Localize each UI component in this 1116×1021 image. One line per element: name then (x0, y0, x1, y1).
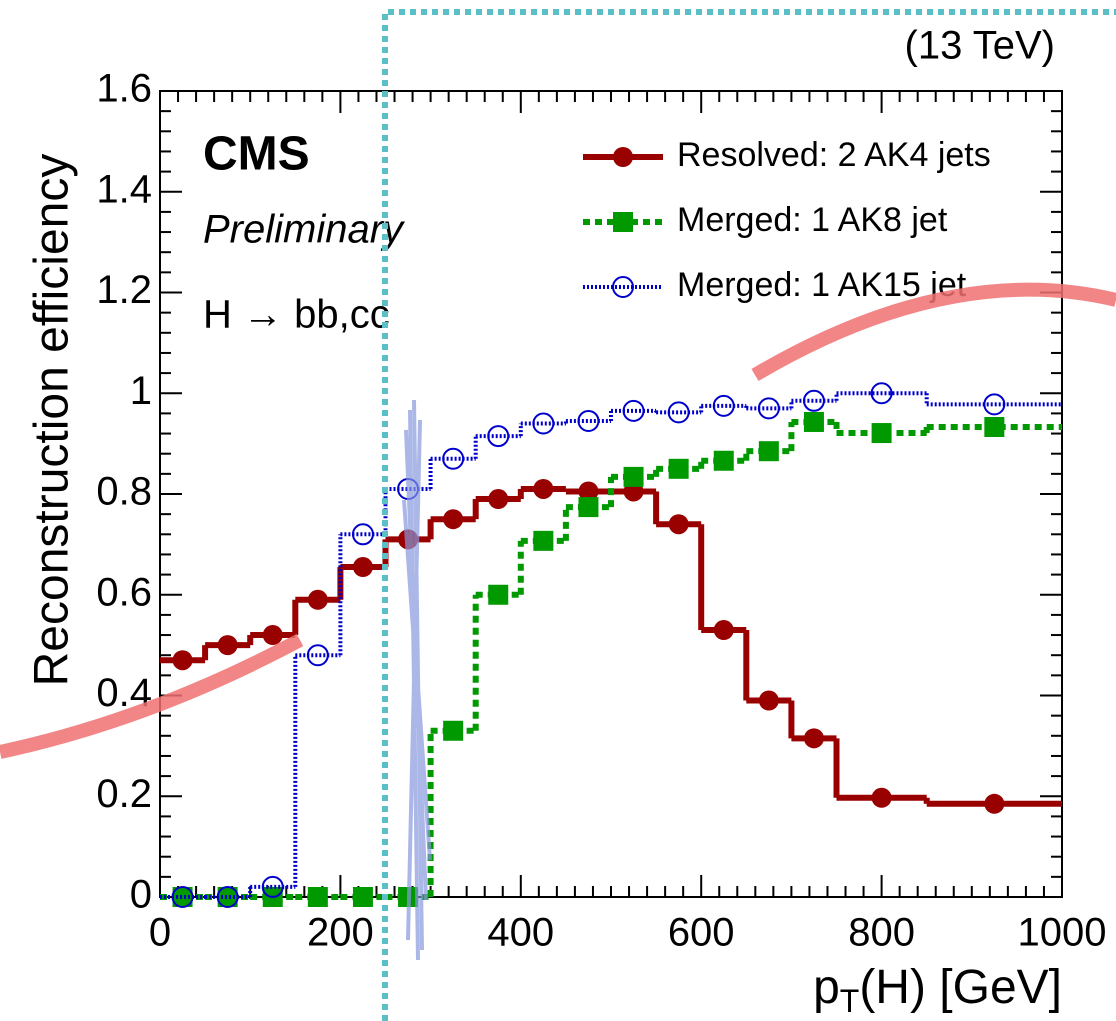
scribble (402, 399, 432, 961)
marker (757, 397, 780, 420)
marker (261, 875, 284, 898)
marker (488, 489, 509, 510)
y-tick-label: 1 (130, 369, 152, 413)
marker (307, 589, 328, 610)
marker (487, 425, 510, 448)
x-tick-label: 0 (149, 911, 171, 955)
process-label: H → bb,cc (203, 293, 390, 337)
marker (443, 720, 464, 741)
x-tick-label: 400 (487, 911, 554, 955)
x-tick-label: 200 (307, 911, 374, 955)
x-label-main: p (813, 961, 840, 1014)
series (160, 382, 1062, 908)
y-tick-label: 1.2 (96, 268, 152, 312)
marker (983, 393, 1006, 416)
marker (803, 411, 824, 432)
x-label-sub: T (840, 983, 860, 1019)
y-tick-label: 0 (130, 873, 152, 917)
marker (172, 887, 193, 907)
plot-area: 0 200 400 600 800 100000.20.40.60.811.21.41.6… (96, 67, 1106, 955)
marker (532, 412, 555, 435)
marker (352, 887, 373, 907)
y-axis-label: Reconstruction efficiency (26, 154, 79, 687)
marker (871, 787, 892, 808)
marker (713, 620, 734, 641)
y-tick-label: 0.6 (96, 570, 152, 614)
legend-label: Resolved: 2 AK4 jets (677, 136, 991, 174)
y-tick-label: 0.8 (96, 470, 152, 514)
marker (262, 625, 283, 646)
marker (488, 584, 509, 605)
marker (622, 399, 645, 422)
legend-marker (613, 212, 633, 232)
chart-title: (13 TeV) (905, 24, 1055, 68)
marker (443, 509, 464, 530)
marker (217, 887, 238, 907)
dotted-guide (382, 9, 1116, 1021)
marker (577, 409, 600, 432)
x-label-rest: (H) [GeV] (859, 961, 1062, 1014)
marker (803, 728, 824, 749)
x-axis-label: pT(H) [GeV] (813, 961, 1062, 1020)
marker (758, 441, 779, 462)
marker (578, 481, 599, 502)
marker (712, 394, 735, 417)
marker (758, 690, 779, 711)
marker (171, 886, 194, 908)
series (160, 478, 1062, 814)
y-tick-label: 0.2 (96, 772, 152, 816)
marker (667, 401, 690, 424)
overlay (0, 9, 1116, 1021)
y-tick-label: 1.6 (96, 67, 152, 111)
marker (172, 650, 193, 671)
marker (668, 458, 689, 479)
marker (984, 417, 1005, 438)
marker (802, 389, 825, 412)
marker (668, 514, 689, 535)
marker (871, 423, 892, 444)
experiment-label: CMS (203, 128, 310, 181)
marker (870, 382, 893, 405)
marker (623, 466, 644, 487)
marker (533, 478, 554, 499)
marker (306, 644, 329, 667)
legend-marker (612, 276, 634, 298)
legend-marker (613, 147, 633, 167)
marker (533, 530, 554, 551)
marker (351, 523, 374, 546)
marker (713, 450, 734, 471)
brush-stroke (751, 282, 1116, 382)
y-tick-label: 1.4 (96, 167, 152, 211)
status-label: Preliminary (203, 208, 406, 252)
legend-label: Merged: 1 AK8 jet (677, 201, 948, 239)
marker (578, 497, 599, 518)
marker (216, 886, 239, 908)
marker (984, 793, 1005, 814)
marker (307, 887, 328, 907)
x-tick-label: 1000 (1018, 911, 1107, 955)
marker (217, 635, 238, 656)
marker (352, 557, 373, 578)
x-tick-label: 800 (848, 911, 915, 955)
brush-stroke (0, 633, 304, 759)
marker (442, 447, 465, 470)
x-tick-label: 600 (668, 911, 735, 955)
series (160, 411, 1062, 907)
